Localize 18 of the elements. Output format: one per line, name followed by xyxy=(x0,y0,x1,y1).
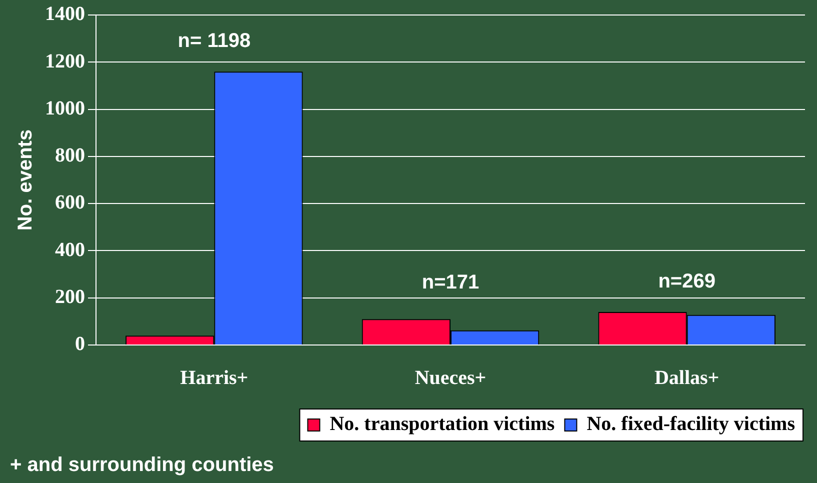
y-tick-label: 800 xyxy=(55,144,85,167)
y-tick-label: 400 xyxy=(55,238,85,261)
y-tick-label: 200 xyxy=(55,286,85,308)
y-tick-label: 1200 xyxy=(45,50,85,72)
x-tick-label: Nueces+ xyxy=(414,367,486,390)
y-tick-label: 1000 xyxy=(45,97,85,120)
annotation: n=269 xyxy=(658,270,716,293)
legend-label: No. fixed-facility victims xyxy=(586,413,796,436)
legend-label: No. transportation victims xyxy=(330,413,555,436)
text: + and surrounding counties xyxy=(10,454,274,477)
y-tick-label: 600 xyxy=(55,192,85,214)
y-tick-label: 1400 xyxy=(45,3,85,26)
x-tick-label: Harris+ xyxy=(180,367,248,390)
x-tick-label: Dallas+ xyxy=(654,367,720,390)
annotation: n=171 xyxy=(422,272,480,294)
y-axis-title: No. events xyxy=(14,129,37,231)
y-tick-label: 0 xyxy=(75,333,85,356)
annotation: n= 1198 xyxy=(178,30,251,52)
